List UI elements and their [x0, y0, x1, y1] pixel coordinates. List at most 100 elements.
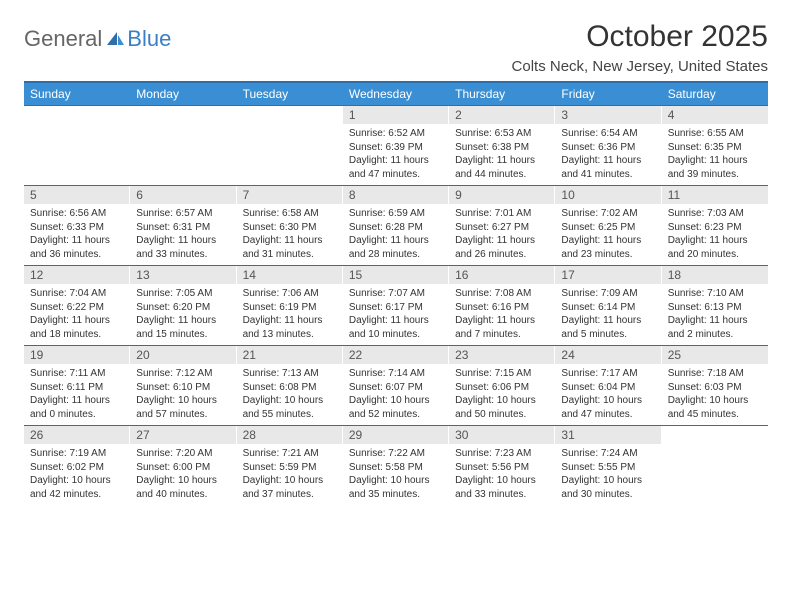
sunrise-text: Sunrise: 7:07 AM	[349, 287, 443, 301]
day-number: 3	[555, 106, 661, 124]
day-cell: 13Sunrise: 7:05 AMSunset: 6:20 PMDayligh…	[130, 266, 236, 345]
day-cell: 11Sunrise: 7:03 AMSunset: 6:23 PMDayligh…	[662, 186, 768, 265]
day-number: 4	[662, 106, 768, 124]
sunset-text: Sunset: 6:33 PM	[30, 221, 124, 235]
sunrise-text: Sunrise: 7:24 AM	[561, 447, 655, 461]
day-cell: 18Sunrise: 7:10 AMSunset: 6:13 PMDayligh…	[662, 266, 768, 345]
sunset-text: Sunset: 6:20 PM	[136, 301, 230, 315]
daylight-text: Daylight: 10 hours and 57 minutes.	[136, 394, 230, 421]
sunset-text: Sunset: 5:56 PM	[455, 461, 549, 475]
daylight-text: Daylight: 10 hours and 33 minutes.	[455, 474, 549, 501]
daylight-text: Daylight: 11 hours and 2 minutes.	[668, 314, 762, 341]
sunset-text: Sunset: 6:28 PM	[349, 221, 443, 235]
day-details: Sunrise: 7:19 AMSunset: 6:02 PMDaylight:…	[24, 444, 130, 505]
day-number: 30	[449, 426, 555, 444]
calendar-page: General Blue October 2025 Colts Neck, Ne…	[0, 0, 792, 612]
day-cell: 21Sunrise: 7:13 AMSunset: 6:08 PMDayligh…	[237, 346, 343, 425]
sunset-text: Sunset: 6:03 PM	[668, 381, 762, 395]
title-block: October 2025 Colts Neck, New Jersey, Uni…	[512, 20, 768, 75]
weekday-header: Saturday	[662, 83, 768, 105]
day-details: Sunrise: 7:11 AMSunset: 6:11 PMDaylight:…	[24, 364, 130, 425]
day-details: Sunrise: 7:04 AMSunset: 6:22 PMDaylight:…	[24, 284, 130, 345]
daylight-text: Daylight: 10 hours and 37 minutes.	[243, 474, 337, 501]
daylight-text: Daylight: 11 hours and 20 minutes.	[668, 234, 762, 261]
logo-text-general: General	[24, 26, 102, 52]
daylight-text: Daylight: 11 hours and 36 minutes.	[30, 234, 124, 261]
day-details: Sunrise: 7:20 AMSunset: 6:00 PMDaylight:…	[130, 444, 236, 505]
daylight-text: Daylight: 10 hours and 42 minutes.	[30, 474, 124, 501]
day-cell: 23Sunrise: 7:15 AMSunset: 6:06 PMDayligh…	[449, 346, 555, 425]
day-number: 23	[449, 346, 555, 364]
sunset-text: Sunset: 6:13 PM	[668, 301, 762, 315]
day-details: Sunrise: 6:57 AMSunset: 6:31 PMDaylight:…	[130, 204, 236, 265]
day-details: Sunrise: 7:21 AMSunset: 5:59 PMDaylight:…	[237, 444, 343, 505]
sunset-text: Sunset: 5:55 PM	[561, 461, 655, 475]
sunrise-text: Sunrise: 7:13 AM	[243, 367, 337, 381]
sunrise-text: Sunrise: 6:56 AM	[30, 207, 124, 221]
daylight-text: Daylight: 10 hours and 47 minutes.	[561, 394, 655, 421]
day-cell: 5Sunrise: 6:56 AMSunset: 6:33 PMDaylight…	[24, 186, 130, 265]
day-cell	[662, 426, 768, 505]
day-details: Sunrise: 7:03 AMSunset: 6:23 PMDaylight:…	[662, 204, 768, 265]
sunset-text: Sunset: 6:04 PM	[561, 381, 655, 395]
day-details: Sunrise: 6:56 AMSunset: 6:33 PMDaylight:…	[24, 204, 130, 265]
day-number: 11	[662, 186, 768, 204]
day-cell: 27Sunrise: 7:20 AMSunset: 6:00 PMDayligh…	[130, 426, 236, 505]
sunset-text: Sunset: 6:17 PM	[349, 301, 443, 315]
day-number: 15	[343, 266, 449, 284]
day-cell: 30Sunrise: 7:23 AMSunset: 5:56 PMDayligh…	[449, 426, 555, 505]
day-number: 18	[662, 266, 768, 284]
day-details: Sunrise: 7:02 AMSunset: 6:25 PMDaylight:…	[555, 204, 661, 265]
day-number: 29	[343, 426, 449, 444]
day-cell: 20Sunrise: 7:12 AMSunset: 6:10 PMDayligh…	[130, 346, 236, 425]
sunrise-text: Sunrise: 7:19 AM	[30, 447, 124, 461]
day-number: 26	[24, 426, 130, 444]
day-cell: 25Sunrise: 7:18 AMSunset: 6:03 PMDayligh…	[662, 346, 768, 425]
day-details: Sunrise: 7:23 AMSunset: 5:56 PMDaylight:…	[449, 444, 555, 505]
sunset-text: Sunset: 6:00 PM	[136, 461, 230, 475]
sunset-text: Sunset: 6:19 PM	[243, 301, 337, 315]
day-cell: 7Sunrise: 6:58 AMSunset: 6:30 PMDaylight…	[237, 186, 343, 265]
sunrise-text: Sunrise: 7:22 AM	[349, 447, 443, 461]
sunrise-text: Sunrise: 7:01 AM	[455, 207, 549, 221]
sunset-text: Sunset: 6:25 PM	[561, 221, 655, 235]
sunrise-text: Sunrise: 7:21 AM	[243, 447, 337, 461]
day-details: Sunrise: 7:05 AMSunset: 6:20 PMDaylight:…	[130, 284, 236, 345]
day-cell: 2Sunrise: 6:53 AMSunset: 6:38 PMDaylight…	[449, 106, 555, 185]
logo: General Blue	[24, 20, 171, 52]
day-details: Sunrise: 6:55 AMSunset: 6:35 PMDaylight:…	[662, 124, 768, 185]
week-row: 19Sunrise: 7:11 AMSunset: 6:11 PMDayligh…	[24, 345, 768, 425]
day-number: 24	[555, 346, 661, 364]
daylight-text: Daylight: 10 hours and 45 minutes.	[668, 394, 762, 421]
day-number	[24, 106, 130, 124]
day-details: Sunrise: 7:08 AMSunset: 6:16 PMDaylight:…	[449, 284, 555, 345]
day-cell: 16Sunrise: 7:08 AMSunset: 6:16 PMDayligh…	[449, 266, 555, 345]
day-cell: 31Sunrise: 7:24 AMSunset: 5:55 PMDayligh…	[555, 426, 661, 505]
weekday-header: Friday	[555, 83, 661, 105]
day-cell: 29Sunrise: 7:22 AMSunset: 5:58 PMDayligh…	[343, 426, 449, 505]
day-cell: 10Sunrise: 7:02 AMSunset: 6:25 PMDayligh…	[555, 186, 661, 265]
day-details: Sunrise: 6:59 AMSunset: 6:28 PMDaylight:…	[343, 204, 449, 265]
day-details: Sunrise: 7:15 AMSunset: 6:06 PMDaylight:…	[449, 364, 555, 425]
daylight-text: Daylight: 11 hours and 33 minutes.	[136, 234, 230, 261]
sunrise-text: Sunrise: 6:55 AM	[668, 127, 762, 141]
weekday-header: Thursday	[449, 83, 555, 105]
sunrise-text: Sunrise: 7:23 AM	[455, 447, 549, 461]
day-number: 7	[237, 186, 343, 204]
daylight-text: Daylight: 10 hours and 50 minutes.	[455, 394, 549, 421]
daylight-text: Daylight: 10 hours and 35 minutes.	[349, 474, 443, 501]
sunrise-text: Sunrise: 7:09 AM	[561, 287, 655, 301]
day-number: 17	[555, 266, 661, 284]
day-details: Sunrise: 7:06 AMSunset: 6:19 PMDaylight:…	[237, 284, 343, 345]
day-number	[237, 106, 343, 124]
day-details: Sunrise: 7:09 AMSunset: 6:14 PMDaylight:…	[555, 284, 661, 345]
day-cell: 28Sunrise: 7:21 AMSunset: 5:59 PMDayligh…	[237, 426, 343, 505]
sunrise-text: Sunrise: 6:58 AM	[243, 207, 337, 221]
day-cell: 3Sunrise: 6:54 AMSunset: 6:36 PMDaylight…	[555, 106, 661, 185]
sunrise-text: Sunrise: 6:59 AM	[349, 207, 443, 221]
sunset-text: Sunset: 6:10 PM	[136, 381, 230, 395]
daylight-text: Daylight: 11 hours and 13 minutes.	[243, 314, 337, 341]
sunrise-text: Sunrise: 7:18 AM	[668, 367, 762, 381]
sunrise-text: Sunrise: 6:57 AM	[136, 207, 230, 221]
day-number	[662, 426, 768, 444]
